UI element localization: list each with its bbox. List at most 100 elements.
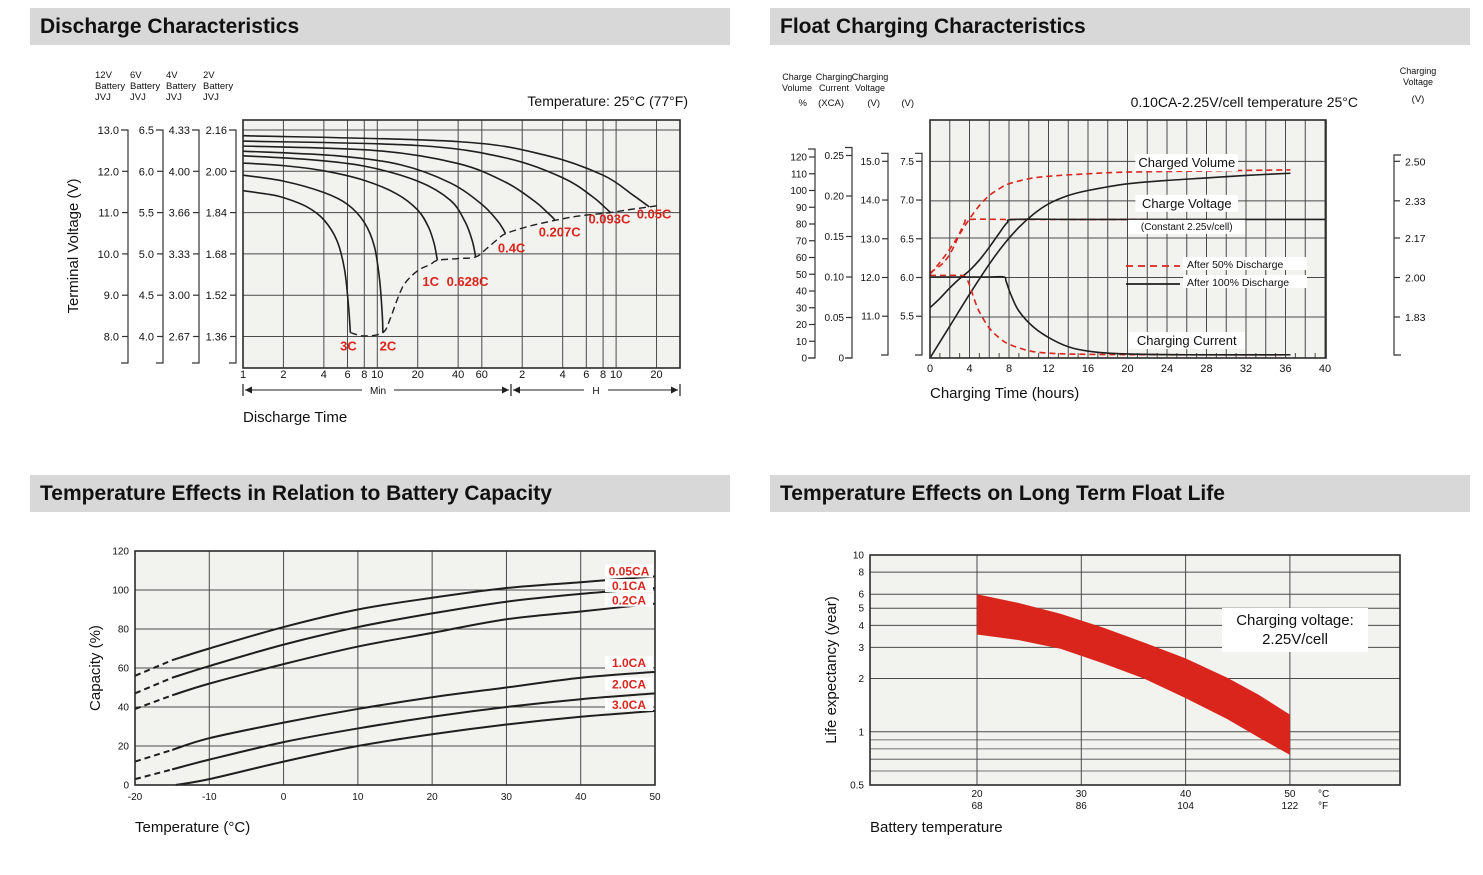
svg-text:1.84: 1.84 [206, 208, 227, 220]
svg-text:Charged Volume: Charged Volume [1138, 155, 1235, 170]
svg-text:6: 6 [858, 590, 864, 601]
svg-text:%: % [799, 98, 808, 109]
svg-text:Current: Current [819, 83, 850, 93]
svg-text:0.20: 0.20 [825, 192, 845, 203]
svg-text:40: 40 [1319, 363, 1331, 375]
svg-text:H: H [592, 386, 599, 397]
svg-text:8: 8 [361, 369, 367, 381]
svg-text:0.05: 0.05 [825, 313, 845, 324]
svg-text:4V: 4V [166, 70, 178, 81]
svg-text:1.52: 1.52 [206, 290, 227, 302]
svg-text:15.0: 15.0 [861, 157, 881, 168]
svg-text:100: 100 [790, 186, 807, 197]
svg-text:Voltage: Voltage [1403, 77, 1433, 87]
svg-text:0: 0 [123, 781, 129, 792]
float-life-section-title: Temperature Effects on Long Term Float L… [770, 475, 1470, 512]
float-charging-section-title: Float Charging Characteristics [770, 8, 1470, 45]
svg-text:2: 2 [519, 369, 525, 381]
svg-text:Min: Min [370, 386, 386, 397]
svg-text:4: 4 [560, 369, 566, 381]
svg-text:120: 120 [790, 153, 807, 164]
svg-text:3.00: 3.00 [169, 290, 190, 302]
svg-text:4.33: 4.33 [169, 125, 190, 137]
svg-text:13.0: 13.0 [98, 125, 119, 137]
svg-text:Charging Time (hours): Charging Time (hours) [930, 385, 1079, 402]
svg-text:20: 20 [650, 369, 662, 381]
svg-text:40: 40 [796, 287, 808, 298]
svg-text:Charge: Charge [782, 72, 812, 82]
svg-text:Battery: Battery [130, 81, 160, 92]
float-charging-chart: Charged Volume Charge Voltage (Constant 2.… [782, 66, 1437, 402]
svg-text:°C: °C [1318, 789, 1329, 800]
svg-text:6.5: 6.5 [900, 234, 914, 245]
svg-text:After 100% Discharge: After 100% Discharge [1187, 277, 1289, 289]
svg-text:4: 4 [321, 369, 327, 381]
svg-text:(V): (V) [867, 98, 880, 109]
svg-text:0.207C: 0.207C [539, 224, 582, 239]
svg-text:JVJ: JVJ [166, 92, 182, 103]
svg-text:0.10CA-2.25V/cell temperature: 0.10CA-2.25V/cell temperature 25°C [1131, 94, 1358, 110]
svg-text:4.00: 4.00 [169, 166, 190, 178]
svg-text:12: 12 [1042, 363, 1054, 375]
svg-text:14.0: 14.0 [861, 196, 881, 207]
svg-text:5.5: 5.5 [139, 208, 154, 220]
svg-text:10.0: 10.0 [98, 249, 119, 261]
svg-text:2.17: 2.17 [1405, 233, 1426, 245]
svg-text:0.05C: 0.05C [637, 206, 672, 221]
svg-text:11.0: 11.0 [861, 312, 880, 323]
svg-text:0.05CA: 0.05CA [609, 564, 650, 578]
svg-text:5.0: 5.0 [139, 249, 154, 261]
svg-text:3.33: 3.33 [169, 249, 190, 261]
svg-text:-10: -10 [202, 792, 217, 803]
svg-text:Battery: Battery [166, 81, 196, 92]
svg-text:0.4C: 0.4C [498, 241, 526, 256]
svg-text:2.00: 2.00 [1405, 273, 1426, 285]
svg-text:1: 1 [858, 727, 864, 738]
svg-text:0.5: 0.5 [850, 781, 864, 792]
svg-text:(V): (V) [901, 98, 914, 109]
svg-text:12.0: 12.0 [98, 166, 119, 178]
svg-text:Terminal Voltage (V): Terminal Voltage (V) [65, 178, 82, 313]
svg-text:2.00: 2.00 [206, 166, 227, 178]
svg-text:Volume: Volume [782, 83, 812, 93]
svg-text:2: 2 [280, 369, 286, 381]
svg-text:Temperature (°C): Temperature (°C) [135, 819, 250, 836]
svg-text:°F: °F [1318, 801, 1328, 812]
svg-text:Charging: Charging [1400, 66, 1437, 76]
svg-text:10: 10 [371, 369, 383, 381]
svg-text:2.0CA: 2.0CA [612, 678, 646, 692]
svg-text:0.15: 0.15 [825, 232, 845, 243]
svg-text:110: 110 [791, 169, 807, 180]
svg-text:JVJ: JVJ [95, 92, 111, 103]
svg-text:2.50: 2.50 [1405, 156, 1426, 168]
svg-text:Battery temperature: Battery temperature [870, 819, 1003, 836]
float-life-chart: Charging voltage:2.25V/cell1086543210.52… [823, 550, 1401, 836]
svg-text:20: 20 [1121, 363, 1133, 375]
svg-text:20: 20 [971, 789, 983, 800]
svg-text:10: 10 [352, 792, 364, 803]
svg-text:JVJ: JVJ [130, 92, 146, 103]
svg-text:Charge Voltage: Charge Voltage [1142, 196, 1232, 211]
svg-text:60: 60 [118, 664, 130, 675]
svg-text:2V: 2V [203, 70, 215, 81]
svg-text:100: 100 [112, 586, 129, 597]
svg-text:0.10: 0.10 [825, 273, 845, 284]
svg-text:20: 20 [412, 369, 424, 381]
svg-text:12V: 12V [95, 70, 113, 81]
svg-text:20: 20 [796, 320, 808, 331]
svg-text:Life expectancy (year): Life expectancy (year) [823, 596, 840, 744]
svg-text:6.0: 6.0 [139, 166, 154, 178]
svg-text:1.83: 1.83 [1405, 312, 1426, 324]
svg-text:11.0: 11.0 [98, 208, 119, 220]
svg-text:20: 20 [427, 792, 439, 803]
svg-text:Charging Current: Charging Current [1137, 333, 1237, 348]
svg-text:-20: -20 [128, 792, 143, 803]
svg-text:7.5: 7.5 [900, 157, 914, 168]
svg-text:Charging: Charging [852, 72, 889, 82]
svg-text:10: 10 [853, 550, 865, 561]
svg-text:Discharge Time: Discharge Time [243, 409, 347, 426]
svg-text:32: 32 [1240, 363, 1252, 375]
svg-text:5: 5 [858, 604, 864, 615]
svg-text:70: 70 [796, 236, 808, 247]
